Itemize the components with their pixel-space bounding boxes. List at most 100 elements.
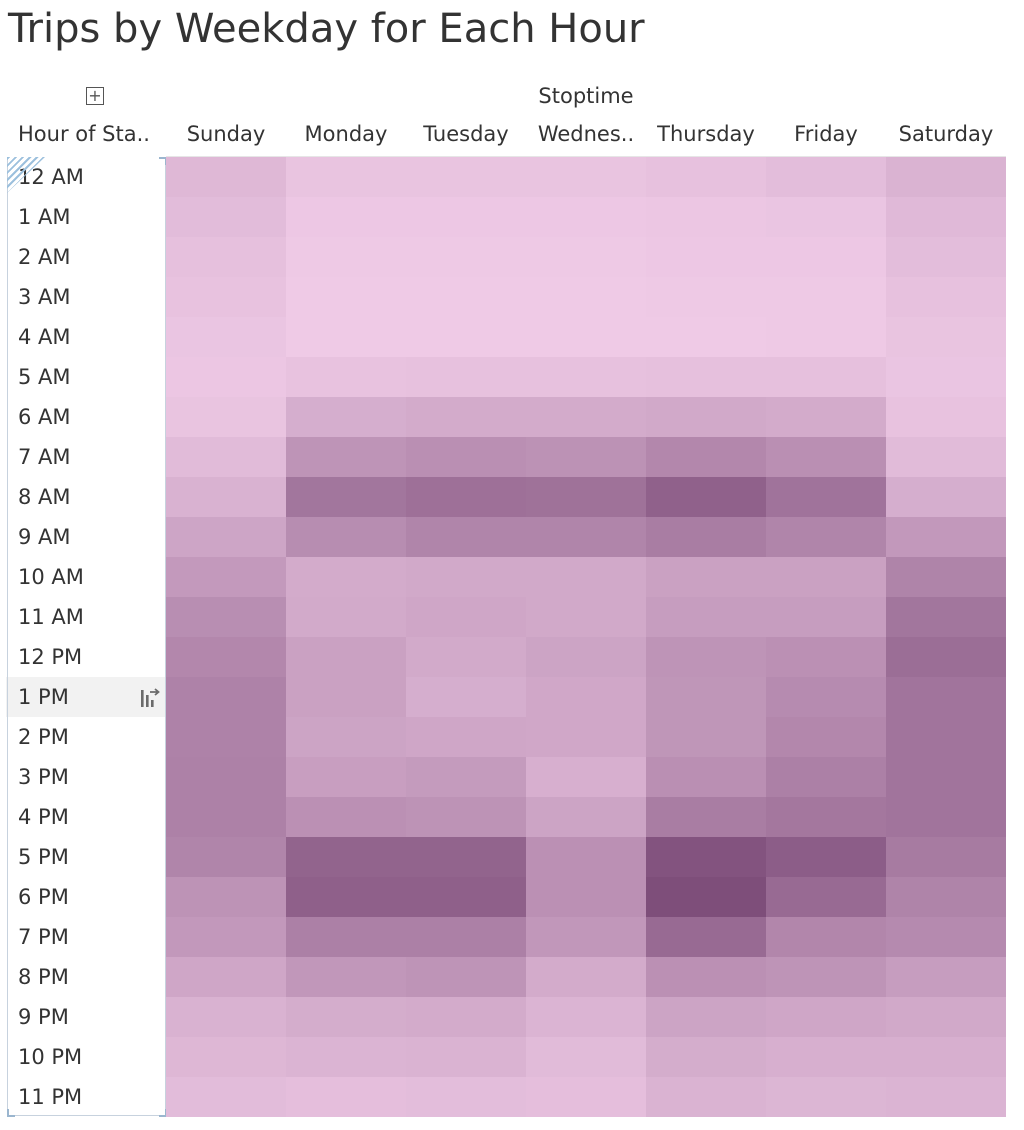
heatmap-cell[interactable] — [886, 237, 1006, 277]
heatmap-cell[interactable] — [406, 557, 526, 597]
heatmap-cell[interactable] — [166, 837, 286, 877]
heatmap-cell[interactable] — [166, 717, 286, 757]
heatmap-cell[interactable] — [406, 917, 526, 957]
plus-box-icon[interactable]: + — [86, 87, 104, 105]
heatmap-cell[interactable] — [886, 597, 1006, 637]
heatmap-cell[interactable] — [166, 677, 286, 717]
heatmap-cell[interactable] — [526, 317, 646, 357]
heatmap-cell[interactable] — [646, 637, 766, 677]
heatmap-cell[interactable] — [886, 437, 1006, 477]
heatmap-cell[interactable] — [406, 717, 526, 757]
heatmap-cell[interactable] — [646, 437, 766, 477]
heatmap-cell[interactable] — [766, 557, 886, 597]
heatmap-cell[interactable] — [166, 157, 286, 197]
heatmap-cell[interactable] — [646, 757, 766, 797]
heatmap-cell[interactable] — [886, 1037, 1006, 1077]
heatmap-cell[interactable] — [766, 517, 886, 557]
row-field-header[interactable]: Hour of Sta.. — [18, 122, 150, 146]
heatmap-cell[interactable] — [166, 597, 286, 637]
heatmap-cell[interactable] — [766, 397, 886, 437]
heatmap-cell[interactable] — [526, 837, 646, 877]
heatmap-cell[interactable] — [526, 397, 646, 437]
row-label[interactable]: 4 PM — [18, 805, 69, 829]
heatmap-cell[interactable] — [886, 997, 1006, 1037]
heatmap-cell[interactable] — [766, 477, 886, 517]
row-label[interactable]: 10 AM — [18, 565, 84, 589]
heatmap-cell[interactable] — [526, 877, 646, 917]
heatmap-cell[interactable] — [526, 517, 646, 557]
column-header[interactable]: Sunday — [186, 122, 266, 146]
heatmap-cell[interactable] — [526, 557, 646, 597]
row-label[interactable]: 6 AM — [18, 405, 71, 429]
heatmap-cell[interactable] — [406, 477, 526, 517]
heatmap-cell[interactable] — [166, 357, 286, 397]
heatmap-cell[interactable] — [526, 757, 646, 797]
heatmap-cell[interactable] — [886, 957, 1006, 997]
heatmap-cell[interactable] — [886, 197, 1006, 237]
row-label[interactable]: 6 PM — [18, 885, 69, 909]
heatmap-cell[interactable] — [286, 397, 406, 437]
heatmap-cell[interactable] — [766, 757, 886, 797]
heatmap-cell[interactable] — [406, 197, 526, 237]
heatmap-cell[interactable] — [286, 637, 406, 677]
heatmap-cell[interactable] — [646, 397, 766, 437]
heatmap-cell[interactable] — [406, 1077, 526, 1117]
heatmap-cell[interactable] — [526, 477, 646, 517]
heatmap-cell[interactable] — [646, 957, 766, 997]
heatmap-cell[interactable] — [766, 1037, 886, 1077]
heatmap-cell[interactable] — [166, 277, 286, 317]
heatmap-cell[interactable] — [646, 1077, 766, 1117]
row-label[interactable]: 8 AM — [18, 485, 71, 509]
row-label[interactable]: 9 AM — [18, 525, 71, 549]
heatmap-cell[interactable] — [286, 157, 406, 197]
heatmap-cell[interactable] — [286, 677, 406, 717]
column-header[interactable]: Wednes.. — [537, 122, 635, 146]
heatmap-cell[interactable] — [526, 717, 646, 757]
heatmap-cell[interactable] — [166, 877, 286, 917]
row-label[interactable]: 8 PM — [18, 965, 69, 989]
heatmap-cell[interactable] — [646, 237, 766, 277]
heatmap-cell[interactable] — [526, 157, 646, 197]
row-label[interactable]: 11 AM — [18, 605, 84, 629]
heatmap-cell[interactable] — [286, 877, 406, 917]
heatmap-cell[interactable] — [406, 637, 526, 677]
heatmap-cell[interactable] — [166, 517, 286, 557]
row-label[interactable]: 3 AM — [18, 285, 71, 309]
heatmap-cell[interactable] — [646, 837, 766, 877]
heatmap-cell[interactable] — [646, 797, 766, 837]
heatmap-cell[interactable] — [166, 917, 286, 957]
row-label[interactable]: 10 PM — [18, 1045, 83, 1069]
heatmap-cell[interactable] — [406, 797, 526, 837]
heatmap-cell[interactable] — [526, 997, 646, 1037]
heatmap-cell[interactable] — [286, 957, 406, 997]
heatmap-cell[interactable] — [166, 437, 286, 477]
row-label[interactable]: 4 AM — [18, 325, 71, 349]
heatmap-cell[interactable] — [286, 597, 406, 637]
column-header[interactable]: Monday — [304, 122, 388, 146]
heatmap-cell[interactable] — [886, 637, 1006, 677]
row-label[interactable]: 1 PM — [18, 685, 69, 709]
heatmap-cell[interactable] — [286, 277, 406, 317]
heatmap-cell[interactable] — [766, 437, 886, 477]
heatmap-cell[interactable] — [406, 277, 526, 317]
row-label[interactable]: 12 AM — [18, 165, 84, 189]
heatmap-cell[interactable] — [526, 917, 646, 957]
heatmap-cell[interactable] — [886, 1077, 1006, 1117]
sort-descending-icon[interactable] — [138, 686, 162, 710]
heatmap-cell[interactable] — [646, 557, 766, 597]
heatmap-cell[interactable] — [286, 557, 406, 597]
heatmap-cell[interactable] — [406, 397, 526, 437]
heatmap-cell[interactable] — [526, 957, 646, 997]
heatmap-cell[interactable] — [526, 597, 646, 637]
heatmap-cell[interactable] — [646, 357, 766, 397]
heatmap-cell[interactable] — [886, 837, 1006, 877]
heatmap-cell[interactable] — [286, 717, 406, 757]
heatmap-cell[interactable] — [166, 477, 286, 517]
heatmap-cell[interactable] — [646, 597, 766, 637]
heatmap-cell[interactable] — [166, 1077, 286, 1117]
heatmap-cell[interactable] — [646, 317, 766, 357]
heatmap-cell[interactable] — [766, 877, 886, 917]
row-label[interactable]: 5 AM — [18, 365, 71, 389]
heatmap-cell[interactable] — [286, 357, 406, 397]
heatmap-cell[interactable] — [526, 1077, 646, 1117]
